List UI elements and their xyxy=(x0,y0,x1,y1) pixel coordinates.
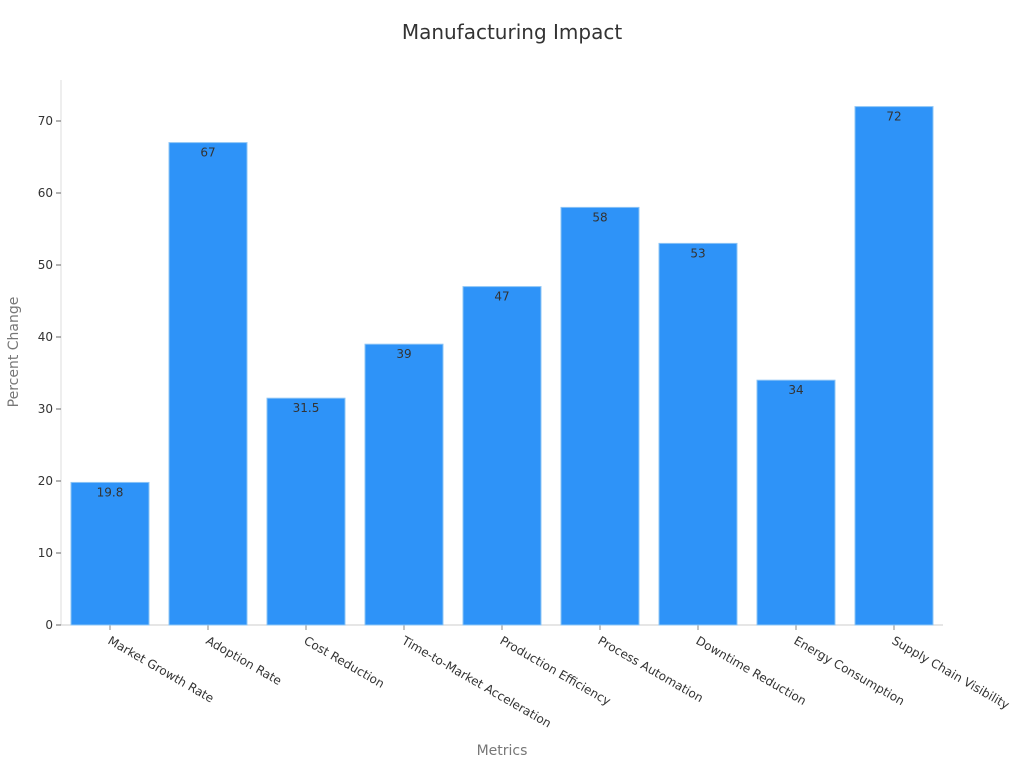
x-tick-label: Market Growth Rate xyxy=(106,633,217,705)
y-tick-label: 10 xyxy=(38,546,53,560)
y-axis-title: Percent Change xyxy=(6,297,22,408)
bars: 19.8 67 31.5 39 47 58 53 34 72 xyxy=(70,106,934,626)
bar xyxy=(560,206,640,626)
y-tick-label: 60 xyxy=(38,186,53,200)
bar-value-label: 34 xyxy=(788,383,803,397)
x-axis-title: Metrics xyxy=(477,743,528,759)
y-tick-label: 70 xyxy=(38,114,53,128)
bar-value-label: 72 xyxy=(886,110,901,124)
bar-value-label: 58 xyxy=(592,210,607,224)
bar-value-label: 67 xyxy=(200,146,215,160)
bar xyxy=(70,481,150,626)
y-tick-label: 30 xyxy=(38,402,53,416)
x-tick-label: Cost Reduction xyxy=(302,633,387,690)
bar xyxy=(462,286,542,626)
bar xyxy=(364,343,444,626)
y-tick-label: 0 xyxy=(45,618,53,632)
bar xyxy=(168,142,248,626)
bar xyxy=(756,379,836,626)
bar xyxy=(658,242,738,626)
bar xyxy=(854,106,934,626)
chart-title: Manufacturing Impact xyxy=(401,20,623,44)
x-tick-label: Supply Chain Visibility xyxy=(890,633,1012,712)
bar-value-label: 19.8 xyxy=(97,485,124,499)
bar-value-label: 53 xyxy=(690,246,705,260)
bar-value-label: 39 xyxy=(396,347,411,361)
y-tick-label: 20 xyxy=(38,474,53,488)
bar-value-label: 31.5 xyxy=(293,401,320,415)
y-tick-label: 40 xyxy=(38,330,53,344)
x-tick-label: Adoption Rate xyxy=(204,633,285,688)
bar-value-label: 47 xyxy=(494,290,509,304)
bar xyxy=(266,397,346,626)
y-tick-label: 50 xyxy=(38,258,53,272)
